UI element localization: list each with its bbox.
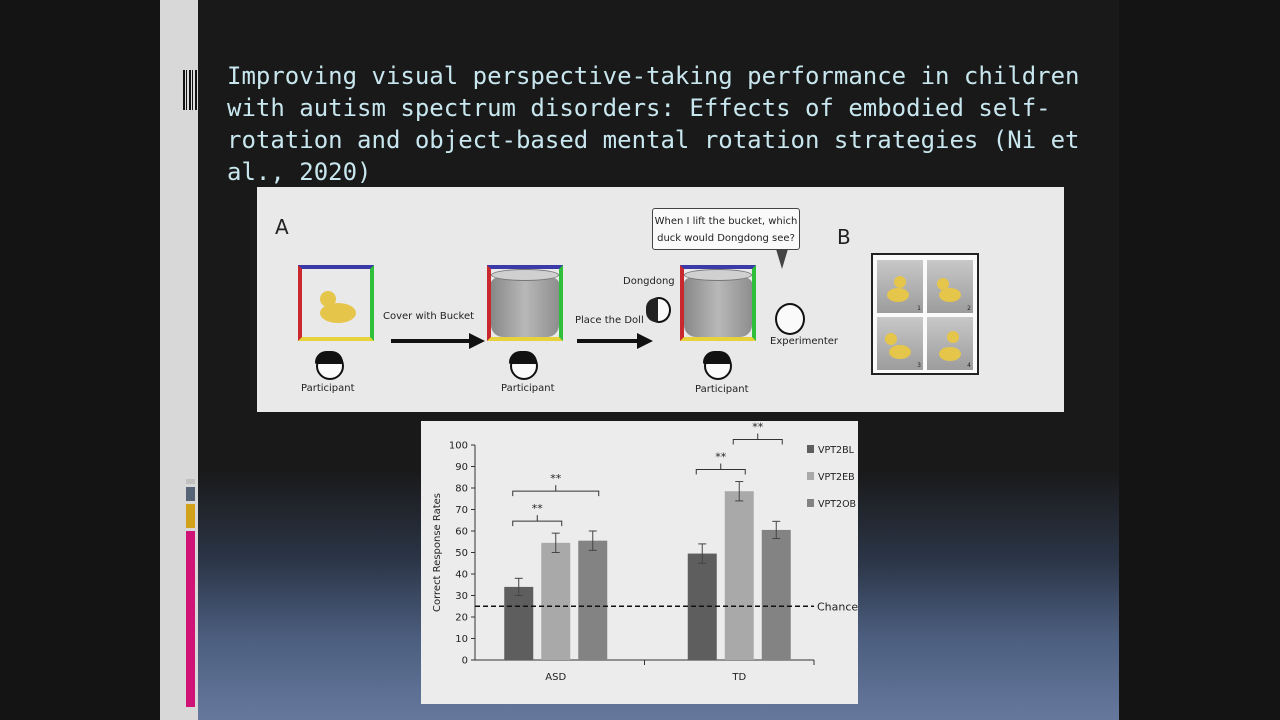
legend-label: VPT2OB <box>818 499 856 510</box>
duck-photo-4: 4 <box>927 317 973 370</box>
doll-label: Dongdong <box>623 276 675 287</box>
arrow-2-head <box>637 333 653 349</box>
bucket-icon <box>684 273 752 337</box>
experimenter-label: Experimenter <box>770 336 839 347</box>
chance-label: Chance <box>817 600 858 613</box>
y-tick-label: 0 <box>462 656 468 667</box>
bar-asd-vpt2ob <box>578 540 608 660</box>
y-tick-label: 90 <box>455 462 468 473</box>
table-square-1 <box>298 265 374 341</box>
duck-toy-head-icon <box>320 291 336 307</box>
duck-body-icon <box>889 345 911 359</box>
arrow-label-cover: Cover with Bucket <box>383 311 475 322</box>
photo-number: 4 <box>967 362 971 369</box>
duck-toy-icon <box>320 303 356 323</box>
legend-label: VPT2BL <box>818 445 855 456</box>
speech-line-2: duck would Dongdong see? <box>657 233 795 244</box>
table-square-3 <box>680 265 756 341</box>
significance-bracket <box>695 469 746 475</box>
y-tick-label: 100 <box>449 441 468 452</box>
bar-chart: 0 10 20 30 40 50 60 70 80 90 100 Correct Response R… <box>432 421 858 683</box>
arrow-1-line <box>391 339 473 343</box>
experimenter-head-icon <box>775 303 805 335</box>
significance-label: ** <box>752 421 764 434</box>
duck-head-icon <box>937 278 949 290</box>
accent-bar-4 <box>186 531 195 707</box>
results-chart-panel: 0 10 20 30 40 50 60 70 80 90 100 Correct Response R… <box>421 421 858 704</box>
significance-label: ** <box>550 472 562 485</box>
duck-photo-2: 2 <box>927 260 973 313</box>
duck-body-icon <box>939 347 961 361</box>
y-tick-label: 40 <box>455 570 468 581</box>
panel-a-label: A <box>275 215 289 239</box>
bucket-rim-icon <box>491 269 559 281</box>
participant-label-3: Participant <box>695 384 749 395</box>
bar-asd-vpt2eb <box>541 542 571 660</box>
arrow-label-place: Place the Doll <box>575 315 644 326</box>
y-tick-label: 70 <box>455 505 468 516</box>
procedure-figure: A B Participant Cover with Bucket Partic… <box>257 187 1064 412</box>
participant-hair-icon <box>315 351 343 364</box>
legend-swatch-vpt2ob <box>807 499 814 507</box>
y-tick-label: 20 <box>455 613 468 624</box>
slide-title: Improving visual perspective-taking perf… <box>227 62 1080 186</box>
legend-swatch-vpt2bl <box>807 445 814 453</box>
panel-b-label: B <box>837 225 851 249</box>
speech-line-1: When I lift the bucket, which <box>654 216 798 227</box>
participant-hair-icon <box>509 351 537 364</box>
y-tick-label: 30 <box>455 591 468 602</box>
participant-label-1: Participant <box>301 383 355 394</box>
doll-hair-icon <box>646 298 658 322</box>
y-axis-title: Correct Response Rates <box>432 493 443 612</box>
bucket-rim-icon <box>684 269 752 281</box>
significance-bracket <box>512 520 563 527</box>
x-category-label: ASD <box>545 672 566 683</box>
bucket-icon <box>491 273 559 337</box>
significance-label: ** <box>715 451 727 464</box>
duck-head-icon <box>947 331 959 343</box>
bar-asd-vpt2bl <box>504 586 534 660</box>
y-tick-label: 10 <box>455 634 468 645</box>
photo-number: 1 <box>917 305 921 312</box>
accent-bar-1 <box>186 479 195 484</box>
table-square-2 <box>487 265 563 341</box>
duck-photo-grid: 1 2 3 4 <box>871 253 979 375</box>
accent-bar-3 <box>186 504 195 528</box>
duck-photo-3: 3 <box>877 317 923 370</box>
slide-barcode-decoration <box>183 70 199 110</box>
y-tick-label: 50 <box>455 548 468 559</box>
speech-bubble-tail <box>776 249 788 269</box>
significance-label: ** <box>532 502 544 515</box>
duck-body-icon <box>939 288 961 302</box>
bar-td-vpt2eb <box>724 491 754 660</box>
legend-label: VPT2EB <box>818 472 855 483</box>
bar-td-vpt2ob <box>761 529 791 660</box>
arrow-1-head <box>469 333 485 349</box>
x-category-label: TD <box>731 672 746 683</box>
speech-bubble: When I lift the bucket, which duck would… <box>652 208 800 250</box>
legend-swatch-vpt2eb <box>807 472 814 480</box>
duck-head-icon <box>885 333 897 345</box>
significance-bracket <box>512 490 600 497</box>
duck-head-icon <box>894 276 906 288</box>
photo-number: 3 <box>917 362 921 369</box>
significance-bracket <box>732 439 783 445</box>
y-tick-label: 80 <box>455 484 468 495</box>
accent-bar-2 <box>186 487 195 501</box>
duck-body-icon <box>887 288 909 302</box>
arrow-2-line <box>577 339 641 343</box>
duck-photo-1: 1 <box>877 260 923 313</box>
participant-label-2: Participant <box>501 383 555 394</box>
participant-hair-icon <box>703 351 731 364</box>
photo-number: 2 <box>967 305 971 312</box>
y-tick-label: 60 <box>455 527 468 538</box>
